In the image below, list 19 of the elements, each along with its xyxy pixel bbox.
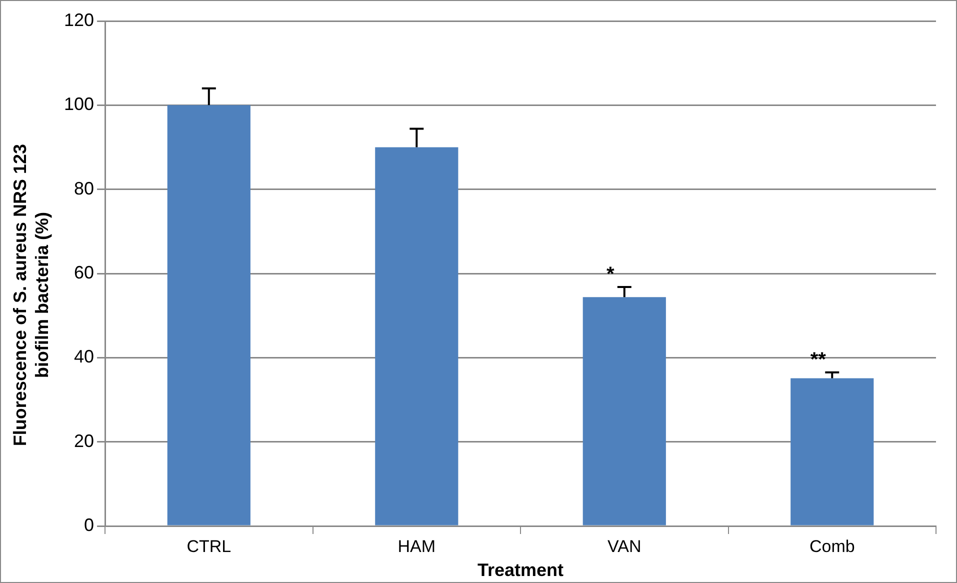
bar xyxy=(375,147,458,526)
y-tick-label: 100 xyxy=(64,94,94,114)
x-tick-label: CTRL xyxy=(186,536,232,556)
y-tick-label: 0 xyxy=(84,514,94,535)
bar xyxy=(790,378,874,526)
y-tick-label: 20 xyxy=(74,430,94,451)
annotation: ** xyxy=(810,348,826,371)
x-tick-label: Comb xyxy=(809,536,855,556)
y-tick-label: 80 xyxy=(74,178,94,198)
x-tick-label: VAN xyxy=(608,536,642,556)
x-axis-title: Treatment xyxy=(478,560,564,580)
bar xyxy=(582,297,666,526)
annotation: * xyxy=(606,263,614,286)
bar xyxy=(167,105,250,526)
x-tick-label: HAM xyxy=(398,536,436,556)
y-tick-label: 40 xyxy=(74,346,94,367)
y-axis-title: Fluorescence of S. aureus NRS 123 biofilm bacteria (%) xyxy=(9,142,53,448)
y-tick-label: 120 xyxy=(64,10,94,30)
y-tick-label: 60 xyxy=(74,262,94,282)
